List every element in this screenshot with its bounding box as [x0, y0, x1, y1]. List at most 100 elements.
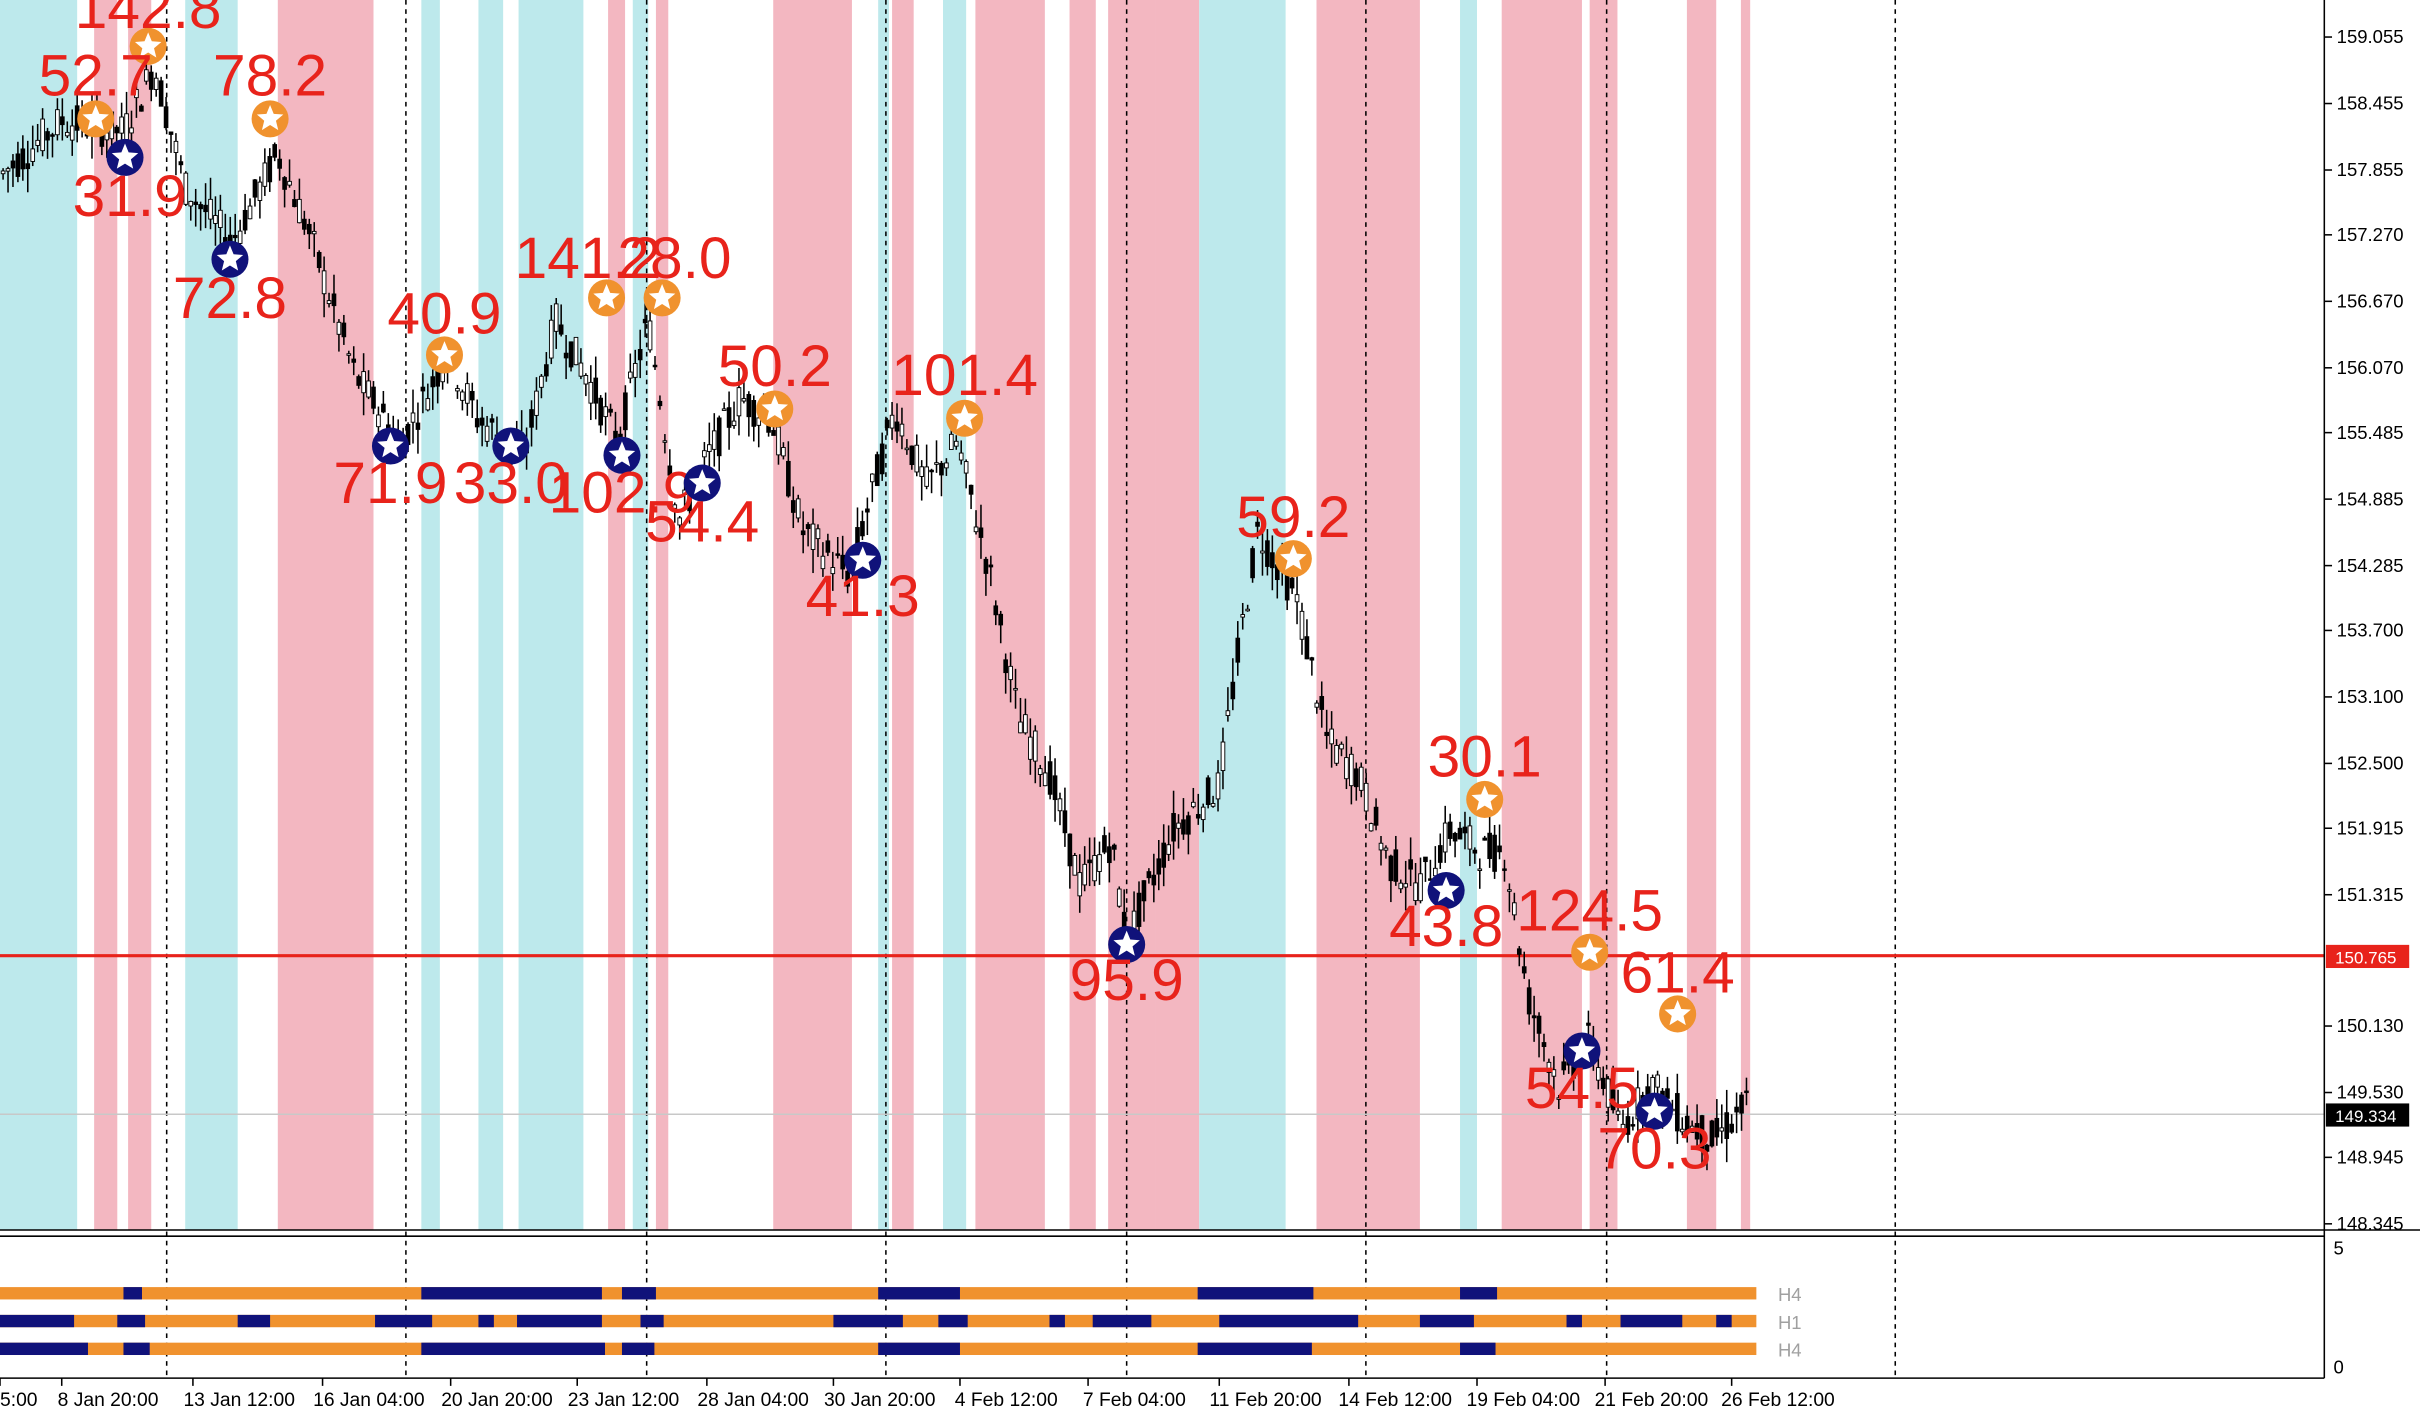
candle-body: [1245, 608, 1250, 612]
star-icon: [761, 395, 788, 421]
candle-body: [810, 523, 816, 550]
candle-body: [203, 204, 208, 213]
candle-body: [1097, 854, 1102, 872]
candle-body: [776, 426, 781, 456]
buy-signal: 95.9: [1070, 925, 1184, 1013]
sell-signal: 141.2: [515, 226, 661, 317]
candle-body: [1615, 1110, 1621, 1115]
candle-body: [1171, 813, 1176, 842]
trend-zone: [421, 0, 440, 1231]
price-tag: [2325, 1103, 2410, 1127]
candle-body: [1215, 772, 1221, 800]
navy-segment: [1197, 1342, 1312, 1356]
candle-body: [899, 423, 905, 437]
candle-body: [430, 376, 436, 388]
candle-body: [1349, 753, 1354, 787]
candle-body: [1042, 772, 1048, 787]
price-tick-label: 157.270: [2337, 224, 2404, 245]
candle-body: [1334, 744, 1339, 764]
candle-body: [10, 160, 16, 169]
candle-body: [1467, 825, 1473, 850]
navy-segment: [938, 1314, 968, 1328]
time-tick-label: 11 Feb 20:00: [1209, 1390, 1321, 1411]
candle-body: [193, 201, 199, 205]
candle-body: [371, 386, 376, 409]
star-icon: [82, 104, 109, 131]
candle-body: [795, 498, 801, 519]
candle-body: [213, 215, 218, 224]
candle-body: [1314, 702, 1320, 708]
sell-signal: 40.9: [387, 281, 502, 374]
buy-signal: 31.9: [73, 138, 187, 229]
trend-zone: [1460, 0, 1478, 1231]
star-icon: [1280, 544, 1307, 570]
price-axis: 159.055 158.455 157.855 157.270 156.670 156.0…: [2323, 0, 2420, 1426]
candle-body: [1739, 1094, 1744, 1114]
candle-body: [1437, 845, 1443, 863]
candle-body: [1023, 714, 1028, 734]
candle-body: [1003, 659, 1008, 674]
candle-body: [336, 321, 342, 335]
candle-body: [771, 430, 776, 436]
candle-body: [860, 521, 865, 537]
navy-segment: [878, 1342, 960, 1356]
time-tick-label: 7 Feb 04:00: [1083, 1390, 1186, 1411]
candle-body: [904, 447, 910, 451]
candle-body: [50, 134, 55, 137]
candle-body: [469, 390, 475, 401]
candle-body: [786, 460, 791, 497]
candle-body: [1373, 806, 1379, 826]
trend-zone: [478, 0, 504, 1231]
candle-body: [909, 445, 915, 466]
sell-signal: 101.4: [891, 343, 1038, 437]
candle-body: [953, 440, 959, 447]
signal-value-label: 59.2: [1236, 485, 1350, 550]
candle-body: [1630, 1124, 1636, 1127]
signal-stars: 142.852.7 78.2 31.9 72.8 40.9 71.9 33.0 141.228…: [39, 0, 1735, 1181]
buy-signal: 54.5: [1525, 1032, 1639, 1121]
candle-body: [381, 403, 386, 413]
candle-body: [973, 526, 979, 533]
candle-body: [539, 375, 544, 388]
candle-body: [835, 553, 841, 556]
candle-body: [1111, 844, 1117, 850]
candle-body: [1744, 1090, 1749, 1094]
candle-body: [1072, 855, 1078, 876]
trend-zone: [185, 0, 238, 1231]
candle-body: [588, 381, 594, 404]
buy-signal: 71.9: [333, 427, 448, 516]
star-icon: [648, 283, 676, 310]
candle-body: [1625, 1116, 1631, 1135]
candle-body: [25, 163, 31, 170]
candle-body: [1605, 1078, 1611, 1108]
candle-body: [1200, 806, 1206, 821]
candle-body: [711, 430, 717, 450]
candle-body: [1561, 1061, 1567, 1071]
signal-value-label: 28.0: [617, 226, 731, 291]
candle-body: [69, 125, 75, 141]
candle-body: [1408, 859, 1413, 870]
candle-body: [114, 126, 119, 134]
candle-body: [1457, 827, 1463, 840]
candle-body: [845, 570, 850, 587]
candle-body: [667, 465, 673, 476]
candle-body: [272, 144, 278, 158]
candle-body: [1087, 859, 1092, 864]
sell-signal: 142.8: [75, 0, 222, 65]
candle-body: [603, 406, 608, 418]
candle-body: [1057, 798, 1063, 812]
candle-body: [929, 469, 934, 473]
star-icon: [1432, 876, 1460, 902]
timeframe-bar-row: H4: [0, 1340, 1802, 1361]
navy-segment: [421, 1342, 605, 1356]
candle-body: [252, 179, 258, 198]
trend-zone: [1108, 0, 1156, 1231]
price-tick-label: 148.345: [2337, 1213, 2404, 1234]
price-tick-label: 155.485: [2337, 422, 2404, 443]
candle-body: [440, 372, 445, 383]
subwindow-tick-label: 0: [2334, 1357, 2344, 1378]
candle-body: [751, 400, 757, 427]
trend-zone: [128, 0, 152, 1231]
trend-zone: [277, 0, 374, 1231]
